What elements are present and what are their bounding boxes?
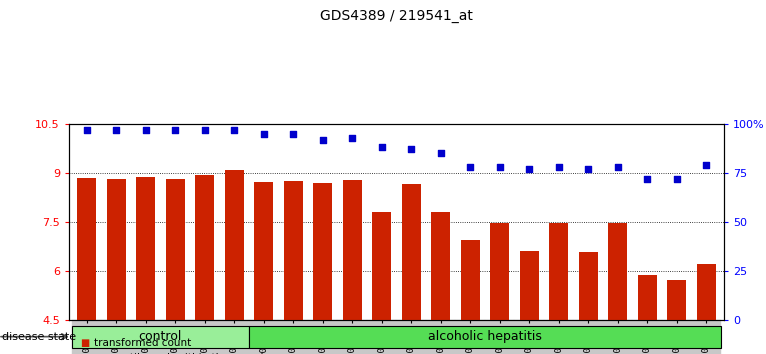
Point <box>641 176 653 182</box>
Bar <box>72 326 249 348</box>
Bar <box>165 179 185 320</box>
Text: disease state: disease state <box>2 332 76 342</box>
Bar <box>578 252 597 320</box>
Bar <box>190 320 219 354</box>
Bar <box>249 326 721 348</box>
Point <box>110 127 123 133</box>
Bar <box>696 264 715 320</box>
Point <box>257 131 270 137</box>
Bar <box>515 320 544 354</box>
Bar <box>342 180 362 320</box>
Point <box>611 164 624 170</box>
Point <box>493 164 506 170</box>
Text: ■: ■ <box>80 353 90 354</box>
Point <box>434 150 447 156</box>
Bar <box>101 320 131 354</box>
Text: transformed count: transformed count <box>94 338 192 348</box>
Bar <box>456 320 485 354</box>
Point <box>523 166 535 172</box>
Bar <box>608 223 627 320</box>
Text: ■: ■ <box>80 338 90 348</box>
Bar <box>278 320 308 354</box>
Bar <box>308 320 337 354</box>
Bar <box>460 240 480 320</box>
Bar <box>519 251 538 320</box>
Bar <box>77 178 97 320</box>
Bar <box>397 320 426 354</box>
Point <box>169 127 182 133</box>
Point <box>139 127 152 133</box>
Point <box>700 162 712 168</box>
Text: GDS4389 / 219541_at: GDS4389 / 219541_at <box>320 9 473 23</box>
Bar <box>633 320 662 354</box>
Bar <box>431 212 450 320</box>
Point <box>316 137 329 142</box>
Text: control: control <box>139 330 182 343</box>
Point <box>375 145 388 150</box>
Bar <box>372 212 391 320</box>
Bar <box>692 320 721 354</box>
Point <box>552 164 565 170</box>
Point <box>464 164 476 170</box>
Point <box>287 131 300 137</box>
Bar <box>401 184 421 320</box>
Bar <box>249 320 278 354</box>
Point <box>670 176 683 182</box>
Bar <box>426 320 456 354</box>
Bar <box>160 320 190 354</box>
Bar <box>574 320 603 354</box>
Bar <box>490 223 509 320</box>
Point <box>582 166 594 172</box>
Bar <box>549 223 568 320</box>
Bar <box>667 280 686 320</box>
Bar <box>72 320 101 354</box>
Bar <box>254 182 273 320</box>
Point <box>228 127 241 133</box>
Bar <box>313 183 332 320</box>
Bar <box>603 320 633 354</box>
Bar <box>367 320 397 354</box>
Bar <box>485 320 515 354</box>
Bar <box>283 181 303 320</box>
Bar <box>106 179 126 320</box>
Bar <box>131 320 160 354</box>
Bar <box>337 320 367 354</box>
Bar <box>195 175 214 320</box>
Point <box>405 147 417 152</box>
Bar <box>637 275 656 320</box>
Bar <box>224 170 244 320</box>
Point <box>80 127 93 133</box>
Bar <box>136 177 155 320</box>
Point <box>346 135 358 141</box>
Bar <box>662 320 692 354</box>
Text: percentile rank within the sample: percentile rank within the sample <box>94 353 270 354</box>
Bar <box>544 320 574 354</box>
Bar <box>219 320 249 354</box>
Point <box>198 127 211 133</box>
Text: alcoholic hepatitis: alcoholic hepatitis <box>428 330 542 343</box>
